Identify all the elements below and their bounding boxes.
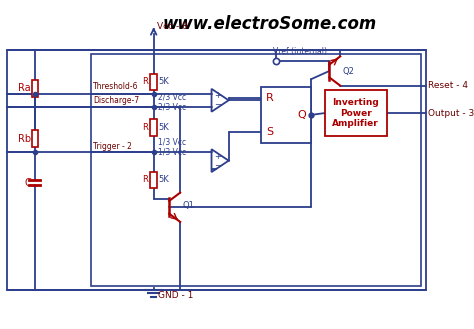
Text: −: − (214, 161, 221, 170)
Text: Rb: Rb (18, 134, 31, 144)
Bar (32, 80, 38, 97)
Text: Vref (internal): Vref (internal) (273, 47, 327, 56)
Text: R: R (142, 123, 148, 132)
Text: 2/3 Vcc: 2/3 Vcc (158, 102, 186, 111)
Text: Q: Q (298, 110, 306, 120)
Text: Discharge-7: Discharge-7 (93, 96, 139, 105)
Text: Q2: Q2 (342, 66, 354, 76)
Text: Output - 3: Output - 3 (428, 109, 474, 117)
Text: R: R (142, 175, 148, 184)
Text: −: − (214, 100, 221, 109)
Text: Vcc - 8: Vcc - 8 (157, 22, 188, 31)
Text: Ra: Ra (18, 83, 31, 93)
Text: Q1: Q1 (183, 201, 195, 210)
Text: Reset - 4: Reset - 4 (428, 81, 468, 90)
Text: Inverting
Power
Amplifier: Inverting Power Amplifier (332, 98, 379, 128)
Text: www.electroSome.com: www.electroSome.com (163, 15, 377, 33)
Text: +: + (214, 152, 221, 161)
Text: 1/3 Vcc: 1/3 Vcc (158, 138, 186, 147)
Text: R: R (266, 92, 274, 103)
Text: 2/3 Vcc: 2/3 Vcc (158, 92, 186, 101)
Bar (150, 119, 157, 136)
Text: S: S (266, 127, 273, 137)
Bar (91, 54, 421, 286)
Text: Trigger - 2: Trigger - 2 (93, 141, 132, 151)
Bar (150, 172, 157, 188)
Text: R: R (142, 78, 148, 87)
Text: +: + (214, 91, 221, 100)
Text: 1/3 Vcc: 1/3 Vcc (158, 148, 186, 157)
Bar (150, 74, 157, 90)
Text: GND - 1: GND - 1 (158, 291, 193, 300)
Bar (261, 87, 311, 143)
Text: 5K: 5K (158, 78, 169, 87)
Bar (325, 90, 387, 136)
Text: 5K: 5K (158, 175, 169, 184)
Text: 5K: 5K (158, 123, 169, 132)
Bar (7, 50, 426, 290)
Text: C: C (24, 178, 31, 188)
Text: Threshold-6: Threshold-6 (93, 82, 139, 91)
Bar (32, 131, 38, 147)
